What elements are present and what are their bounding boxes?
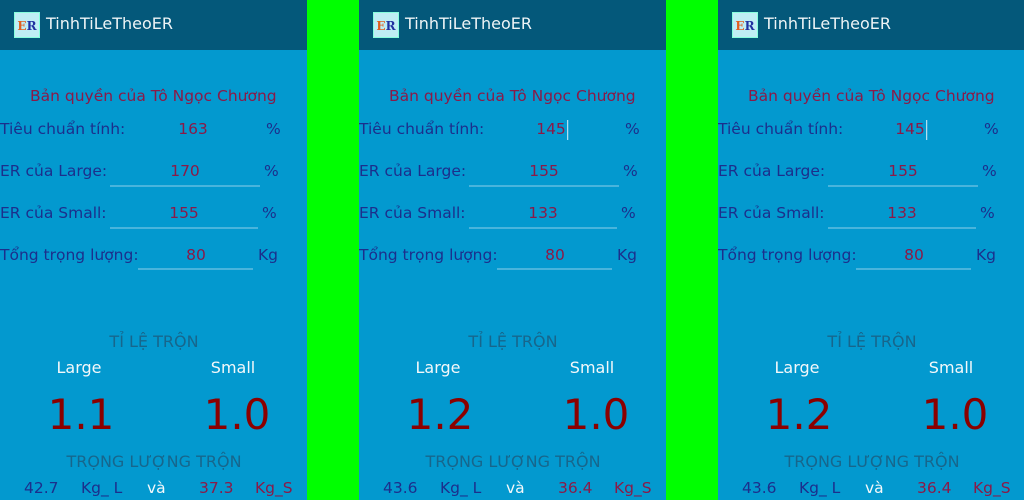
standard-label: Tiêu chuẩn tính:: [359, 120, 485, 138]
er-large-underline: [828, 185, 978, 187]
standard-unit: %: [266, 120, 281, 138]
app-screen-1: ER TinhTiLeTheoER Bản quyền của Tô Ngọc …: [0, 0, 307, 500]
small-label: Small: [569, 358, 615, 377]
er-large-unit: %: [623, 162, 638, 180]
er-small-unit: %: [262, 204, 277, 222]
er-large-label: ER của Large:: [718, 162, 826, 180]
and-text: và: [506, 479, 525, 497]
ratio-large-value: 1.2: [406, 390, 474, 439]
ratio-large-value: 1.2: [765, 390, 833, 439]
er-small-underline: [469, 227, 617, 229]
action-bar: ER TinhTiLeTheoER: [359, 0, 666, 50]
er-large-unit: %: [982, 162, 997, 180]
total-weight-underline: [138, 268, 253, 270]
large-label: Large: [56, 358, 102, 377]
er-small-input[interactable]: 155: [169, 204, 199, 222]
large-label: Large: [415, 358, 461, 377]
er-small-unit: %: [980, 204, 995, 222]
total-weight-input[interactable]: 80: [904, 246, 924, 264]
er-large-input[interactable]: 155: [529, 162, 559, 180]
weight-large-value: 43.6: [383, 479, 418, 497]
weight-small-value: 36.4: [558, 479, 593, 497]
er-small-label: ER của Small:: [359, 204, 466, 222]
small-label: Small: [210, 358, 256, 377]
ratio-large-value: 1.1: [47, 390, 115, 439]
standard-input[interactable]: 145: [536, 119, 568, 140]
app-title: TinhTiLeTheoER: [764, 14, 891, 33]
total-weight-underline: [497, 268, 612, 270]
er-small-input[interactable]: 133: [887, 204, 917, 222]
weight-large-value: 43.6: [742, 479, 777, 497]
text-cursor: [925, 119, 927, 140]
ratio-small-value: 1.0: [562, 390, 630, 439]
weight-small-value: 36.4: [917, 479, 952, 497]
er-small-label: ER của Small:: [718, 204, 825, 222]
total-weight-input[interactable]: 80: [545, 246, 565, 264]
total-weight-unit: Kg: [617, 246, 638, 264]
weight-large-unit: Kg_ L: [440, 479, 482, 497]
action-bar: ER TinhTiLeTheoER: [718, 0, 1024, 50]
er-large-unit: %: [264, 162, 279, 180]
mix-ratio-heading: TỈ LỆ TRỘN: [468, 332, 558, 351]
er-large-label: ER của Large:: [0, 162, 108, 180]
mix-weight-heading: TRỌNG LƯỢNG TRỘN: [784, 452, 960, 471]
total-weight-label: Tổng trọng lượng:: [359, 246, 498, 264]
copyright-text: Bản quyền của Tô Ngọc Chương: [748, 87, 995, 105]
standard-label: Tiêu chuẩn tính:: [718, 120, 844, 138]
mix-weight-heading: TRỌNG LƯỢNG TRỘN: [425, 452, 601, 471]
copyright-text: Bản quyền của Tô Ngọc Chương: [389, 87, 636, 105]
standard-label: Tiêu chuẩn tính:: [0, 120, 126, 138]
app-logo-icon: ER: [14, 12, 40, 38]
total-weight-unit: Kg: [976, 246, 997, 264]
ratio-small-value: 1.0: [203, 390, 271, 439]
ratio-small-value: 1.0: [921, 390, 989, 439]
mix-weight-heading: TRỌNG LƯỢNG TRỘN: [66, 452, 242, 471]
total-weight-label: Tổng trọng lượng:: [718, 246, 857, 264]
standard-value: 145: [895, 120, 925, 138]
mix-ratio-heading: TỈ LỆ TRỘN: [109, 332, 199, 351]
er-small-input[interactable]: 133: [528, 204, 558, 222]
app-screen-2: ER TinhTiLeTheoER Bản quyền của Tô Ngọc …: [359, 0, 666, 500]
total-weight-label: Tổng trọng lượng:: [0, 246, 139, 264]
app-title: TinhTiLeTheoER: [46, 14, 173, 33]
and-text: và: [865, 479, 884, 497]
total-weight-unit: Kg: [258, 246, 279, 264]
er-small-underline: [110, 227, 258, 229]
app-title: TinhTiLeTheoER: [405, 14, 532, 33]
standard-input[interactable]: 163: [178, 119, 208, 139]
text-cursor: [566, 119, 568, 140]
weight-large-value: 42.7: [24, 479, 59, 497]
er-large-label: ER của Large:: [359, 162, 467, 180]
action-bar: ER TinhTiLeTheoER: [0, 0, 307, 50]
app-logo-icon: ER: [732, 12, 758, 38]
app-screen-3: ER TinhTiLeTheoER Bản quyền của Tô Ngọc …: [718, 0, 1024, 500]
weight-small-unit: Kg_S: [614, 479, 652, 497]
weight-large-unit: Kg_ L: [799, 479, 841, 497]
standard-value: 163: [178, 120, 208, 138]
copyright-text: Bản quyền của Tô Ngọc Chương: [30, 87, 277, 105]
weight-small-unit: Kg_S: [255, 479, 293, 497]
er-large-input[interactable]: 155: [888, 162, 918, 180]
large-label: Large: [774, 358, 820, 377]
er-small-underline: [828, 227, 976, 229]
er-large-underline: [110, 185, 260, 187]
small-label: Small: [928, 358, 974, 377]
er-large-underline: [469, 185, 619, 187]
er-small-label: ER của Small:: [0, 204, 107, 222]
er-large-input[interactable]: 170: [170, 162, 200, 180]
total-weight-underline: [856, 268, 971, 270]
standard-value: 145: [536, 120, 566, 138]
standard-unit: %: [984, 120, 999, 138]
standard-input[interactable]: 145: [895, 119, 927, 140]
weight-large-unit: Kg_ L: [81, 479, 123, 497]
weight-small-unit: Kg_S: [973, 479, 1011, 497]
er-small-unit: %: [621, 204, 636, 222]
app-logo-icon: ER: [373, 12, 399, 38]
standard-unit: %: [625, 120, 640, 138]
weight-small-value: 37.3: [199, 479, 234, 497]
total-weight-input[interactable]: 80: [186, 246, 206, 264]
and-text: và: [147, 479, 166, 497]
mix-ratio-heading: TỈ LỆ TRỘN: [827, 332, 917, 351]
